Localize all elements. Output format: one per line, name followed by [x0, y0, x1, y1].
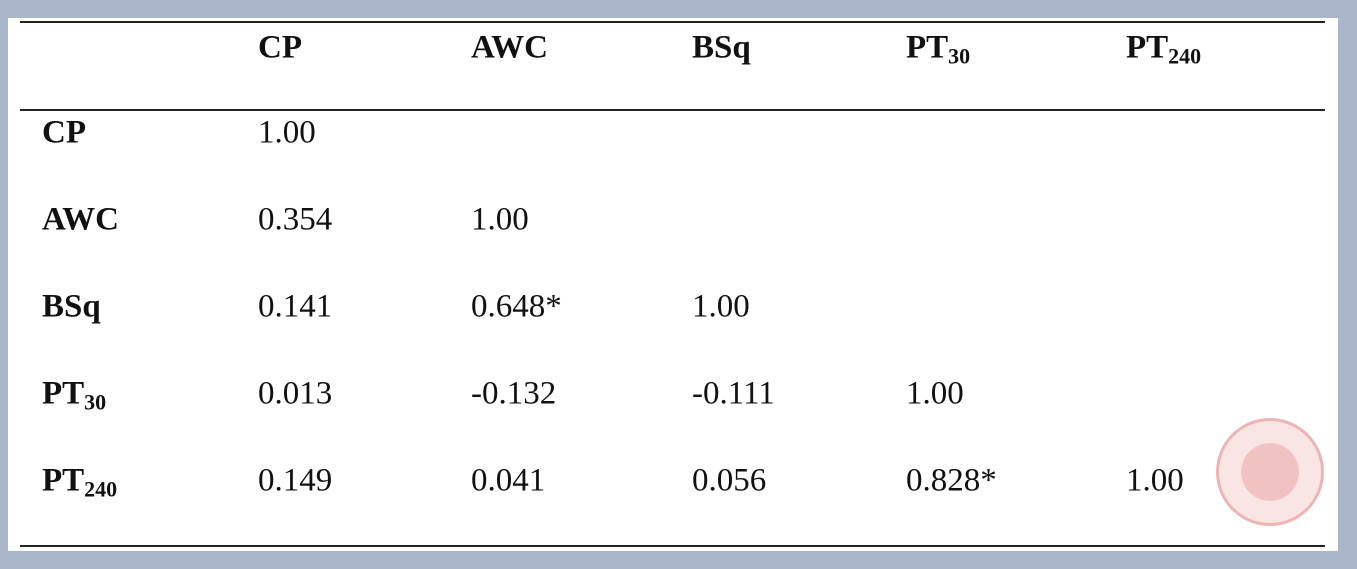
column-header: AWC: [471, 30, 548, 67]
watermark-logo: [1216, 418, 1324, 526]
label-text: PT: [906, 29, 949, 66]
value-cell: 0.354: [258, 201, 333, 238]
label-text: CP: [42, 114, 86, 151]
column-header: BSq: [692, 30, 751, 67]
value-cell: 1.00: [471, 201, 529, 238]
bottom-rule: [20, 545, 1325, 547]
row-header: PT30: [42, 375, 107, 415]
row-header: BSq: [42, 289, 101, 326]
label-text: AWC: [471, 29, 549, 66]
header-rule: [20, 109, 1325, 111]
top-rule: [20, 21, 1325, 23]
label-text: CP: [258, 29, 302, 66]
row-header: AWC: [42, 202, 119, 239]
column-header: PT30: [906, 29, 971, 69]
label-subscript: 240: [84, 476, 118, 502]
column-header: PT240: [1126, 29, 1202, 69]
value-cell: 0.013: [258, 375, 333, 412]
value-cell: 0.828*: [906, 462, 997, 499]
value-cell: 0.648*: [471, 288, 562, 325]
column-header: CP: [258, 30, 302, 67]
label-subscript: 30: [84, 389, 107, 415]
value-cell: 1.00: [1126, 462, 1184, 499]
value-cell: -0.132: [471, 375, 557, 412]
label-text: PT: [42, 375, 85, 412]
label-text: BSq: [692, 29, 751, 66]
value-cell: 0.141: [258, 288, 333, 325]
value-cell: 0.041: [471, 462, 546, 499]
value-cell: 1.00: [692, 288, 750, 325]
value-cell: 1.00: [906, 375, 964, 412]
label-subscript: 30: [948, 43, 971, 69]
value-cell: 0.056: [692, 462, 767, 499]
label-text: PT: [1126, 29, 1169, 66]
row-header: CP: [42, 115, 86, 152]
value-cell: -0.111: [692, 375, 775, 412]
value-cell: 0.149: [258, 462, 333, 499]
value-cell: 1.00: [258, 114, 316, 151]
label-text: AWC: [42, 201, 120, 238]
label-subscript: 240: [1168, 43, 1202, 69]
label-text: PT: [42, 462, 85, 499]
label-text: BSq: [42, 288, 101, 325]
row-header: PT240: [42, 462, 118, 502]
table-panel: CP AWC BSq PT30 PT240 CP 1.00 AWC 0.354 1.00 BSq 0.…: [8, 18, 1338, 551]
